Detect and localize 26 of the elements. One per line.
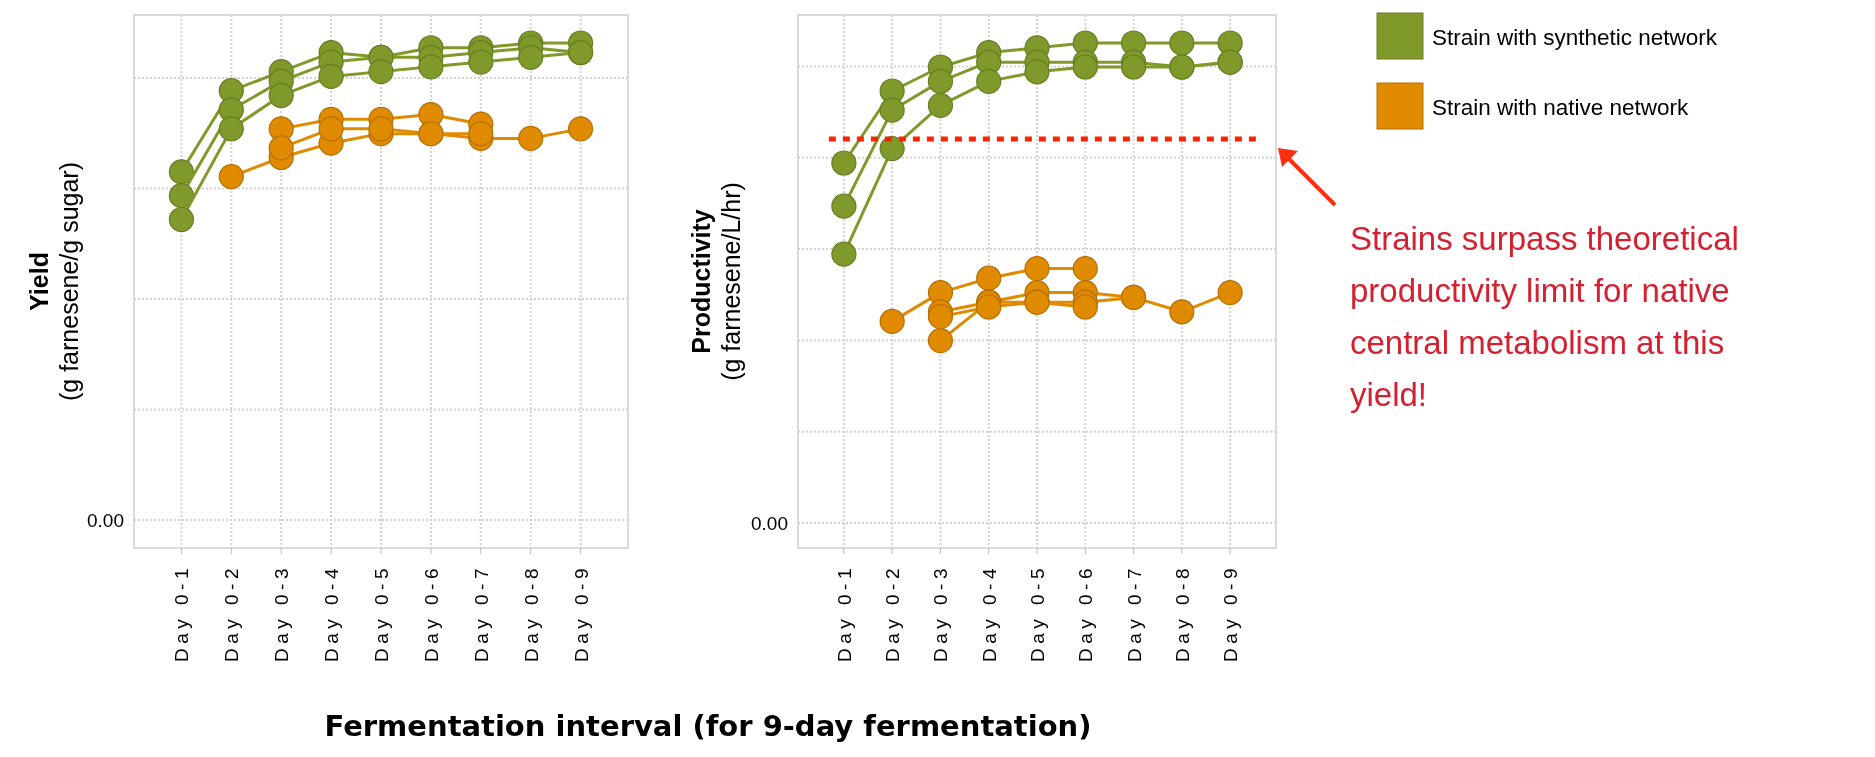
x-tick-label: Day 0-9 <box>570 564 592 663</box>
x-tick-label: Day 0-8 <box>520 564 542 663</box>
x-tick-label: Day 0-3 <box>930 564 952 663</box>
text: 0.00 <box>87 510 124 531</box>
x-tick-label: Day 0-4 <box>321 564 343 663</box>
x-tick-label: Day 0-1 <box>833 564 855 663</box>
x-tick-label: Day 0-6 <box>420 564 442 663</box>
x-tick-label: Day 0-5 <box>371 564 392 663</box>
x-tick-label: Day 0-7 <box>470 564 492 663</box>
x-tick-label: Day 0-2 <box>221 564 243 663</box>
x-tick-label: Day 0-1 <box>171 564 193 663</box>
text: Strains surpass theoretical productivity limit for native central metabolism at this yield! <box>1350 220 1739 413</box>
x-tick-label: Day 0-7 <box>1123 564 1145 663</box>
x-axis-title: Fermentation interval (for 9-day fermentation) <box>324 709 1092 743</box>
x-tick-label: Day 0-3 <box>271 564 293 663</box>
legend-label: Strain with synthetic network <box>1432 25 1718 50</box>
legend-label: Strain with native network <box>1432 95 1690 120</box>
y-axis-title: Productivity (g farnesene/L/hr) <box>687 182 745 381</box>
x-tick-label: Day 0-9 <box>1220 564 1242 663</box>
x-tick-label: Day 0-6 <box>1075 564 1097 663</box>
x-tick-label: Day 0-4 <box>978 564 1000 663</box>
text: 0.00 <box>751 513 788 534</box>
y-axis-title: Yield (g farnesene/g sugar) <box>25 161 83 402</box>
x-tick-label: Day 0-2 <box>882 564 904 663</box>
x-tick-label: Day 0-8 <box>1171 564 1193 663</box>
x-tick-label: Day 0-5 <box>1027 564 1048 663</box>
